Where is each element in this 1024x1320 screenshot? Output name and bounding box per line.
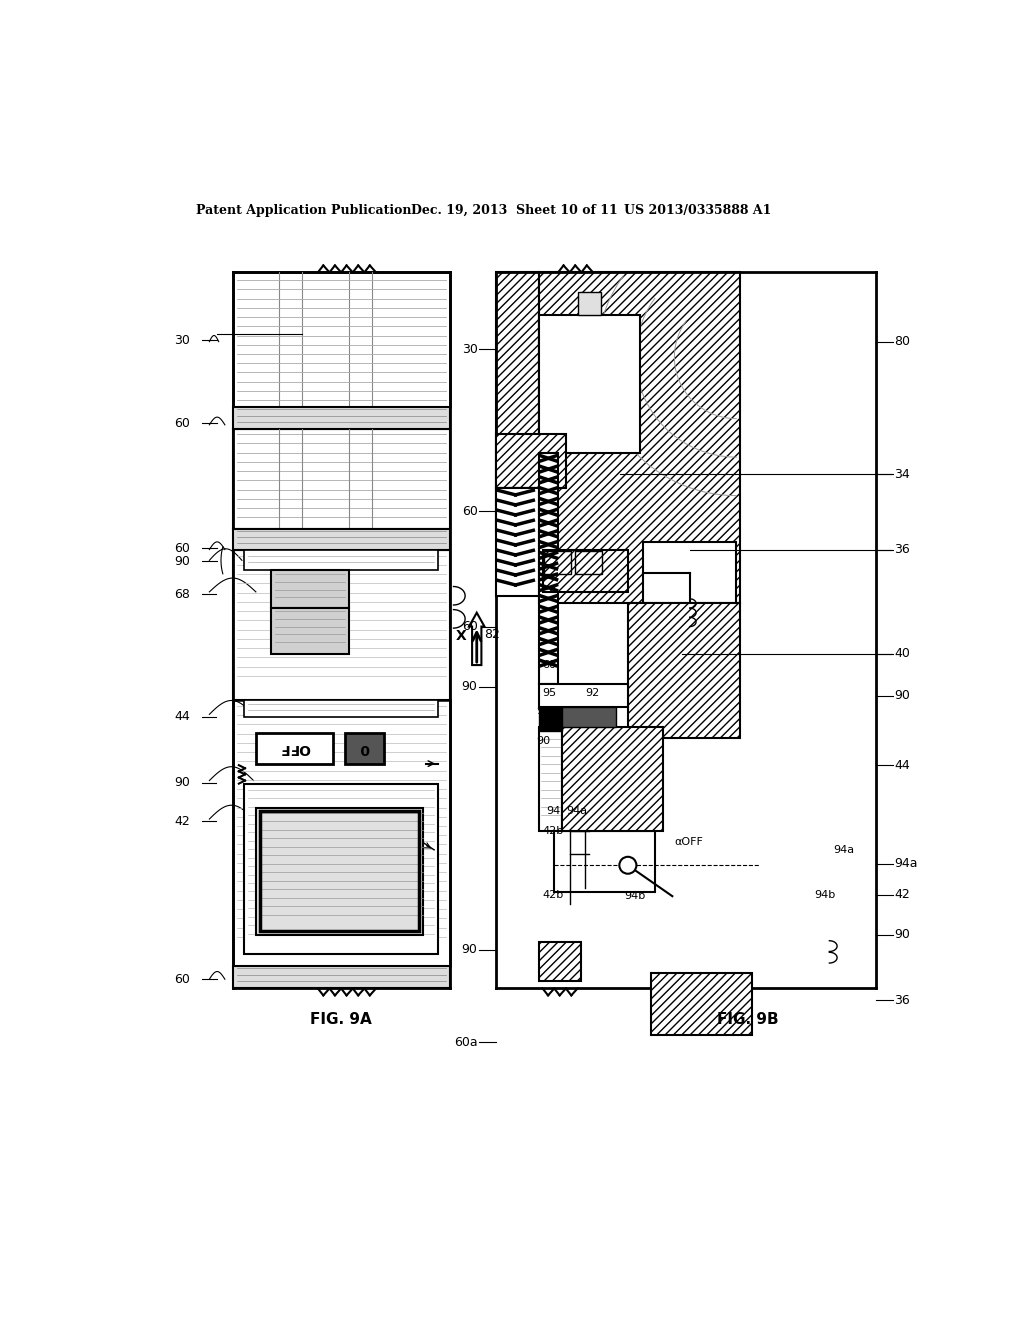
Bar — [232, 429, 450, 529]
Bar — [539, 726, 562, 830]
Text: 94a: 94a — [834, 845, 854, 855]
Text: 42b: 42b — [543, 825, 564, 836]
Bar — [643, 541, 736, 603]
Text: 94: 94 — [547, 807, 561, 816]
Bar — [554, 830, 655, 892]
Text: 36: 36 — [895, 994, 910, 1007]
Text: 90: 90 — [895, 689, 910, 702]
Text: 60: 60 — [543, 660, 557, 671]
Circle shape — [620, 857, 636, 874]
Text: 90: 90 — [895, 928, 910, 941]
Bar — [539, 708, 562, 730]
Bar — [496, 272, 539, 488]
Text: 90: 90 — [174, 776, 190, 789]
Text: Dec. 19, 2013  Sheet 10 of 11: Dec. 19, 2013 Sheet 10 of 11 — [411, 205, 617, 218]
Text: 30: 30 — [174, 334, 190, 347]
Bar — [578, 292, 601, 314]
Text: 60: 60 — [462, 620, 477, 634]
Bar — [256, 808, 423, 935]
Text: 60: 60 — [174, 973, 190, 986]
Bar — [232, 966, 450, 987]
Text: 60: 60 — [462, 504, 477, 517]
Bar — [232, 407, 450, 429]
Text: αOFF: αOFF — [675, 837, 703, 847]
Text: 30: 30 — [462, 343, 477, 356]
Text: 90: 90 — [462, 680, 477, 693]
Text: 90: 90 — [537, 735, 551, 746]
Text: X: X — [456, 628, 467, 643]
Text: 94b: 94b — [814, 890, 836, 899]
Text: 60a: 60a — [454, 1036, 477, 1049]
Bar — [562, 708, 616, 726]
Bar — [544, 552, 571, 574]
Text: 34: 34 — [895, 467, 910, 480]
Text: OFF: OFF — [280, 742, 310, 755]
Bar — [628, 603, 740, 738]
Text: 60: 60 — [174, 541, 190, 554]
Text: 94b: 94b — [624, 891, 645, 902]
Bar — [232, 701, 450, 966]
Text: 42b: 42b — [543, 890, 564, 899]
Bar — [539, 942, 582, 981]
Bar — [232, 529, 450, 550]
Text: 42: 42 — [895, 888, 910, 902]
Text: FIG. 9A: FIG. 9A — [310, 1011, 372, 1027]
Bar — [245, 701, 438, 718]
Bar — [543, 549, 628, 591]
Text: 80: 80 — [895, 335, 910, 348]
Bar — [271, 609, 349, 655]
Text: 94a: 94a — [895, 857, 918, 870]
Bar — [651, 973, 752, 1035]
Text: 92: 92 — [586, 688, 599, 698]
Bar — [496, 434, 566, 488]
Text: US 2013/0335888 A1: US 2013/0335888 A1 — [624, 205, 771, 218]
Bar — [345, 733, 384, 763]
Bar — [539, 453, 558, 684]
Text: 40: 40 — [895, 647, 910, 660]
Bar — [562, 726, 663, 830]
Bar — [232, 272, 450, 407]
Text: 44: 44 — [895, 759, 910, 772]
Bar — [496, 488, 539, 595]
Text: 94a: 94a — [566, 807, 587, 816]
Text: 42: 42 — [174, 814, 190, 828]
Bar — [256, 733, 334, 763]
Text: 60: 60 — [174, 417, 190, 430]
Bar — [575, 552, 602, 574]
Text: 0: 0 — [359, 742, 370, 755]
Bar — [539, 314, 640, 453]
Text: 82: 82 — [484, 628, 501, 640]
Bar — [496, 488, 539, 531]
Bar — [245, 784, 438, 954]
Text: 44: 44 — [174, 710, 190, 723]
Bar — [232, 550, 450, 701]
Text: Patent Application Publication: Patent Application Publication — [197, 205, 412, 218]
Text: 90: 90 — [462, 944, 477, 957]
Bar — [271, 570, 349, 609]
FancyArrow shape — [469, 612, 484, 665]
Text: 68: 68 — [174, 587, 190, 601]
Text: FIG. 9B: FIG. 9B — [717, 1011, 779, 1027]
Bar — [539, 684, 628, 708]
Text: 95: 95 — [537, 706, 551, 717]
Text: 90: 90 — [174, 554, 190, 568]
Text: 95: 95 — [543, 688, 557, 698]
Bar — [245, 550, 438, 570]
Text: 36: 36 — [895, 543, 910, 556]
Bar — [539, 272, 740, 603]
Bar — [260, 812, 419, 931]
